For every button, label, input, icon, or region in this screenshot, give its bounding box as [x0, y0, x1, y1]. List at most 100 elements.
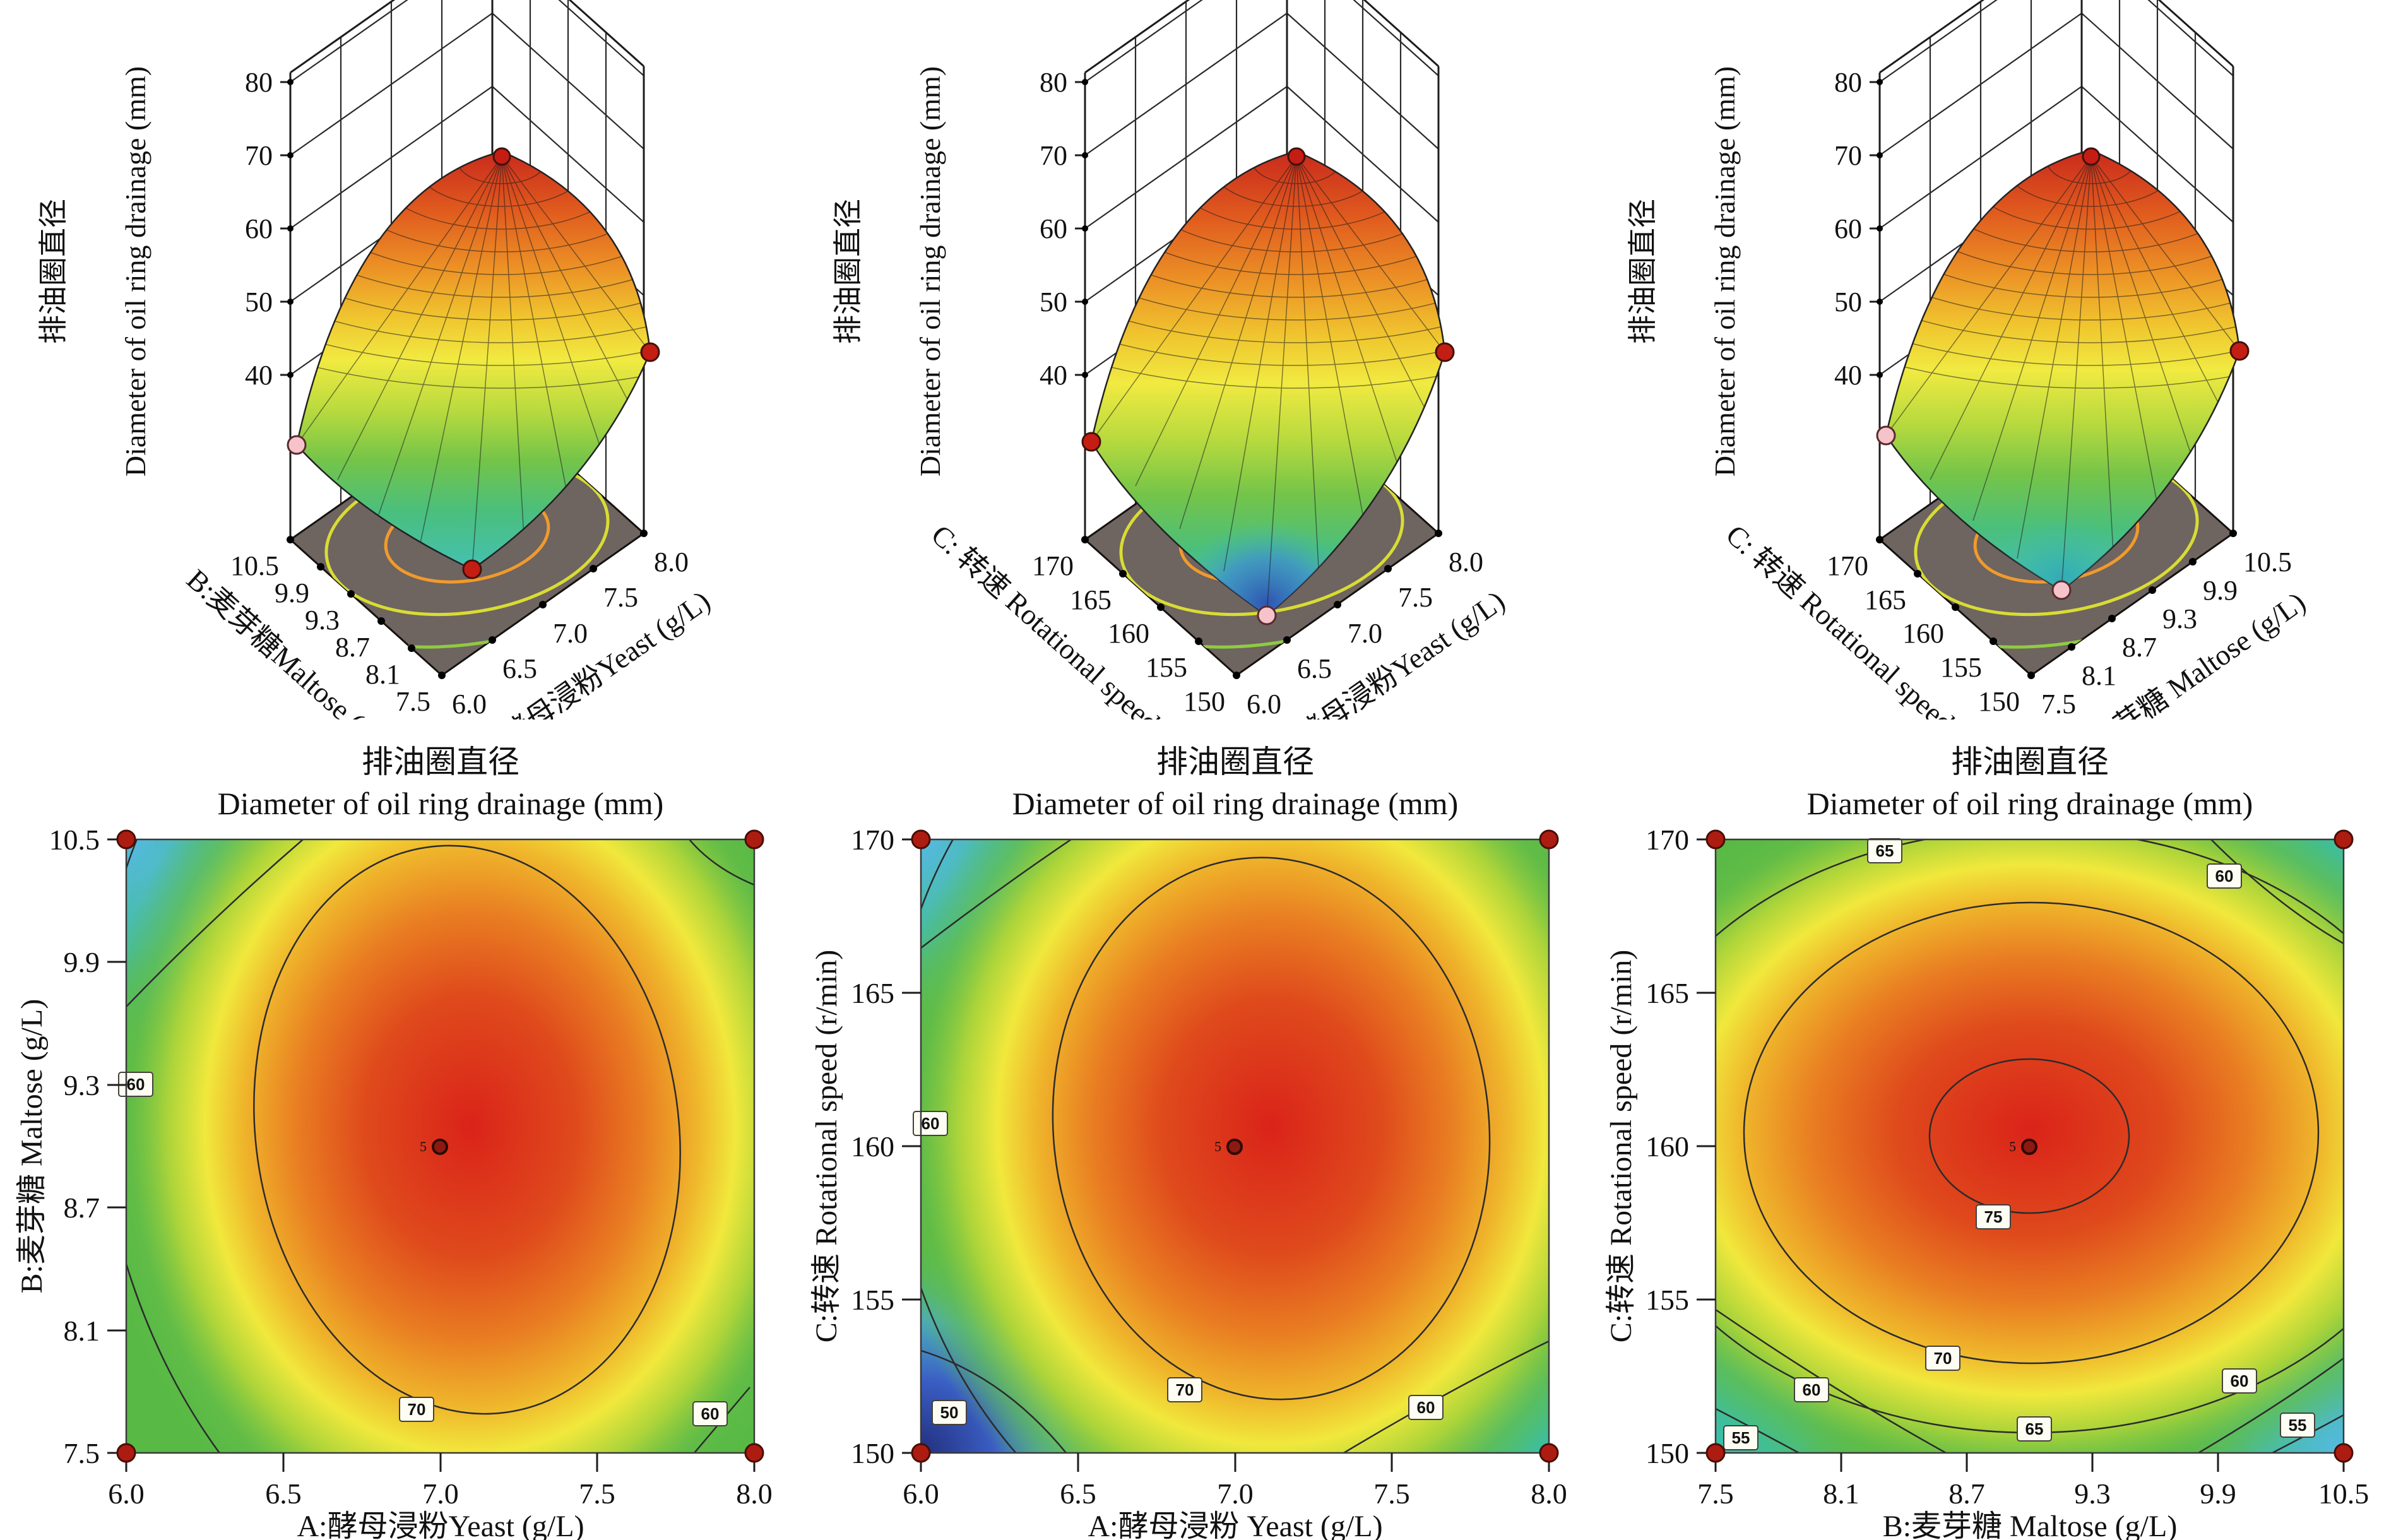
- response-surface: [1876, 147, 2250, 600]
- z-tick: 50: [1040, 287, 1067, 317]
- surface-point-pink: [2051, 580, 2072, 600]
- center-point-count: 5: [420, 1139, 427, 1154]
- svg-text:60: 60: [127, 1075, 145, 1094]
- corner-point: [1539, 829, 1559, 850]
- z-axis-title-cn: 排油圈直径: [37, 199, 69, 344]
- right-tick: 6.0: [452, 689, 487, 720]
- y-tick: 170: [851, 824, 894, 856]
- left-tick: 8.7: [335, 632, 370, 663]
- contour-label-chip: 50: [932, 1400, 967, 1425]
- surface-plot-AC: 80 70 60 50 40 排油圈直径 Diameter of oil rin…: [832, 0, 1510, 720]
- x-tick: 6.5: [1060, 1478, 1096, 1510]
- contour-label-chip: 75: [1976, 1204, 2011, 1229]
- design-points: 5: [911, 829, 1559, 1463]
- contour-label-chip: 70: [1925, 1346, 1960, 1371]
- y-tick: 160: [851, 1130, 894, 1163]
- right-tick: 9.9: [2203, 575, 2238, 606]
- x-tick: 8.7: [1948, 1478, 1985, 1510]
- x-tick: 8.1: [1823, 1478, 1859, 1510]
- design-points: 5: [116, 829, 764, 1463]
- surface-point-pink: [1257, 605, 1277, 625]
- z-axis: 80 70 60 50 40 排油圈直径 Diameter of oil rin…: [832, 66, 1088, 477]
- right-tick: 6.5: [1297, 653, 1332, 684]
- x-tick: 6.5: [265, 1478, 302, 1510]
- svg-text:50: 50: [940, 1403, 959, 1422]
- svg-text:70: 70: [408, 1400, 426, 1419]
- x-tick: 9.9: [2200, 1478, 2236, 1510]
- corner-point: [744, 829, 764, 850]
- contour-plot-AB: 排油圈直径 Diameter of oil ring drainage (mm)…: [15, 744, 773, 1540]
- left-tick: 8.1: [365, 659, 400, 690]
- x-tick: 7.0: [1217, 1478, 1254, 1510]
- y-axis: 170 165 160 155 150 C:转速 Rotational spee…: [1604, 824, 1716, 1469]
- left-tick: 170: [1827, 550, 1868, 581]
- contour-label-chip: 60: [692, 1401, 728, 1426]
- right-tick: 8.7: [2122, 632, 2157, 663]
- surface-point-red: [1081, 432, 1101, 452]
- y-axis-title: C:转速 Rotational speed (r/min): [1604, 950, 1638, 1343]
- z-tick: 40: [1040, 360, 1067, 391]
- hot-center: [921, 839, 1549, 1453]
- center-point: [1226, 1139, 1243, 1155]
- surface-dip-blue: [1172, 521, 1361, 615]
- center-point-count: 5: [2009, 1139, 2016, 1154]
- surface-point-red: [1287, 147, 1306, 166]
- corner-point: [911, 829, 931, 850]
- contour-label-chip: 60: [1408, 1395, 1444, 1420]
- z-axis: 80 70 60 50 40 排油圈直径 Diameter of oil rin…: [37, 66, 294, 477]
- center-point: [432, 1139, 448, 1155]
- y-tick: 9.9: [64, 946, 100, 978]
- z-tick: 60: [1040, 213, 1067, 244]
- contour-label-chip: 60: [1794, 1377, 1829, 1402]
- z-axis-title-en: Diameter of oil ring drainage (mm): [119, 66, 151, 477]
- response-surface: [1081, 147, 1455, 625]
- contour-label-chip: 70: [1167, 1377, 1202, 1402]
- contour-label-chip: 60: [118, 1072, 153, 1097]
- z-tick: 80: [1834, 67, 1862, 98]
- contour-label-chip: 65: [1867, 838, 1902, 863]
- corner-point: [1705, 829, 1726, 850]
- x-tick: 8.0: [1531, 1478, 1567, 1510]
- design-points: 5: [1705, 829, 2354, 1463]
- left-tick: 9.3: [305, 605, 340, 636]
- left-tick: 160: [1902, 618, 1944, 649]
- surface-point-red: [1435, 342, 1455, 362]
- y-axis: 170 165 160 155 150 C:转速 Rotational spee…: [810, 824, 921, 1469]
- x-tick: 7.5: [579, 1478, 615, 1510]
- x-axis-title: A:酵母浸粉 Yeast (g/L): [1088, 1510, 1382, 1540]
- left-tick: 155: [1146, 652, 1187, 683]
- surface-point-red: [492, 147, 511, 166]
- left-tick: 155: [1940, 652, 1982, 683]
- surface-point-pink: [1876, 425, 1896, 446]
- left-tick: 170: [1032, 550, 1074, 581]
- x-axis: 7.5 8.1 8.7 9.3 9.9 10.5 B:麦芽糖 Maltose (…: [1697, 1453, 2369, 1540]
- hot-center: [1716, 839, 2344, 1453]
- z-tick: 60: [245, 213, 273, 244]
- right-tick: 8.0: [654, 547, 689, 578]
- right-tick: 7.5: [2041, 689, 2076, 720]
- contour-plot-BC: 排油圈直径 Diameter of oil ring drainage (mm)…: [1604, 744, 2369, 1540]
- corner-point: [911, 1443, 931, 1463]
- svg-text:70: 70: [1934, 1349, 1952, 1368]
- x-tick: 6.0: [903, 1478, 939, 1510]
- y-tick: 10.5: [49, 824, 100, 856]
- svg-text:60: 60: [1803, 1380, 1821, 1399]
- svg-text:55: 55: [2289, 1416, 2307, 1435]
- x-axis: 6.0 6.5 7.0 7.5 8.0 A:酵母浸粉Yeast (g/L): [108, 1453, 773, 1540]
- y-axis-title: C:转速 Rotational speed (r/min): [810, 950, 843, 1343]
- corner-point: [1705, 1443, 1726, 1463]
- left-tick: 10.5: [230, 550, 279, 581]
- right-tick: 7.0: [553, 618, 588, 649]
- center-point-count: 5: [1214, 1139, 1221, 1154]
- corner-point: [1539, 1443, 1559, 1463]
- contour-label-chip: 60: [913, 1111, 948, 1136]
- left-tick: 9.9: [275, 578, 309, 608]
- surface-plot-AB: 80 70 60 50 40 排油圈直径 Diameter of oil rin…: [37, 0, 716, 720]
- svg-text:60: 60: [922, 1114, 940, 1133]
- right-tick: 7.0: [1348, 618, 1382, 649]
- y-tick: 8.1: [64, 1315, 100, 1347]
- contour-title-en: Diameter of oil ring drainage (mm): [1012, 786, 1459, 821]
- x-tick: 10.5: [2318, 1478, 2369, 1510]
- contour-title-cn: 排油圈直径: [1156, 744, 1314, 779]
